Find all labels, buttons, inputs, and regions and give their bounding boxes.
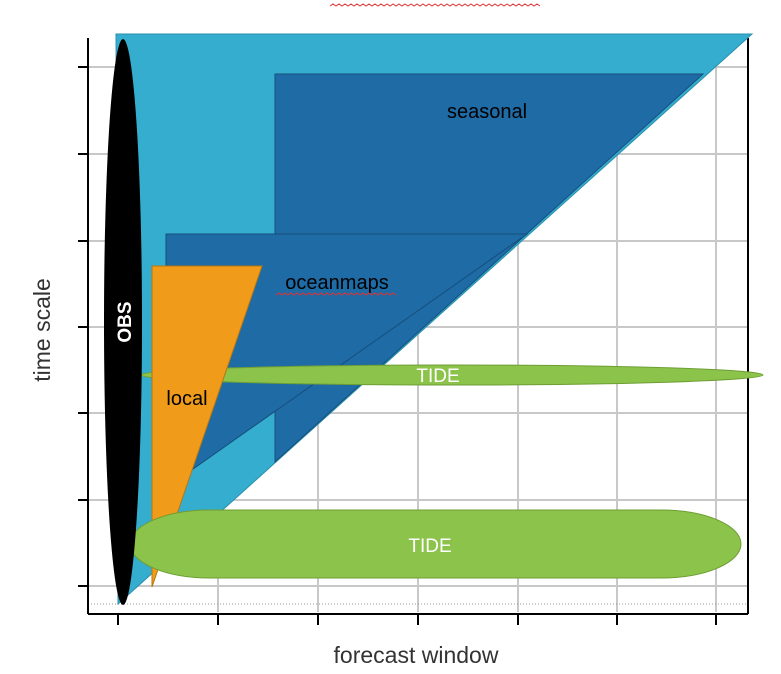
y-axis-title: time scale — [29, 278, 55, 382]
oceanmaps-label: oceanmaps — [285, 272, 388, 294]
local-region — [151, 265, 263, 588]
obs-label: OBS — [115, 301, 136, 342]
obs-region — [104, 39, 142, 605]
top-squiggle-decoration — [329, 3, 541, 7]
tide-lower-label: TIDE — [408, 536, 451, 557]
x-axis-ticks — [117, 614, 717, 625]
x-axis-title: forecast window — [334, 642, 499, 668]
oceanmaps-spellcheck-squiggle — [275, 292, 397, 296]
seasonal-label: seasonal — [447, 101, 527, 123]
y-axis-ticks — [78, 66, 88, 587]
tide-upper-label: TIDE — [416, 366, 459, 387]
local-label: local — [166, 388, 207, 410]
